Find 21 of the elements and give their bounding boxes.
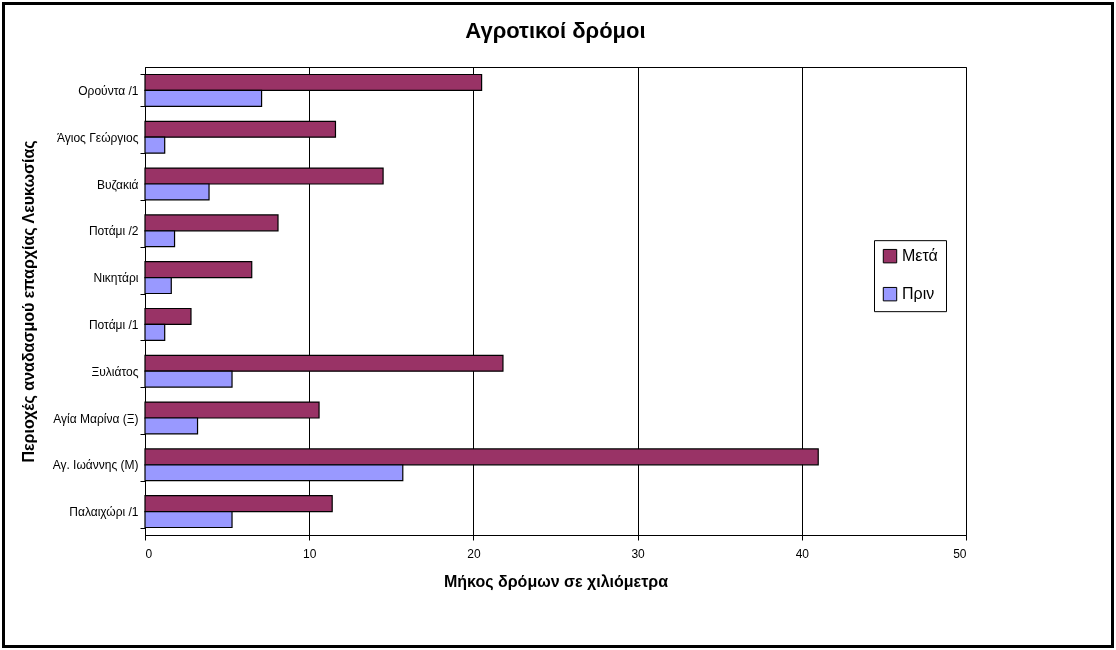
x-tick-label: 10: [303, 546, 317, 561]
y-tick-label: Βυζακιά: [96, 177, 139, 192]
y-tick-label: Ορούντα /1: [78, 83, 139, 98]
legend-label: Μετά: [902, 247, 938, 265]
x-tick-label: 0: [145, 546, 153, 561]
y-tick-label: Αγ. Ιωάννης (Μ): [52, 458, 139, 473]
x-tick-label: 50: [953, 546, 967, 561]
x-tick-label: 40: [795, 546, 810, 561]
x-tick-label: 20: [467, 546, 481, 561]
y-tick-label: Ποτάμι /2: [88, 224, 139, 239]
chart-title: Αγροτικοί δρόμοι: [465, 18, 646, 43]
y-tick-label: Νικητάρι: [93, 271, 139, 286]
y-tick-label: Ποτάμι /1: [88, 317, 139, 332]
y-tick-label: Ξυλιάτος: [91, 364, 139, 379]
x-axis-title: Μήκος δρόμων σε χιλιόμετρα: [443, 572, 669, 591]
y-tick-label: Άγιος Γεώργιος: [56, 130, 139, 145]
legend-label: Πριν: [902, 285, 935, 303]
y-axis-title: Περιοχές αναδασμού επαρχίας Λευκωσίας: [19, 140, 38, 463]
y-tick-label: Αγία Μαρίνα (Ξ): [53, 411, 139, 426]
x-tick-label: 30: [631, 546, 646, 561]
y-tick-label: Παλαιχώρι /1: [69, 505, 139, 520]
